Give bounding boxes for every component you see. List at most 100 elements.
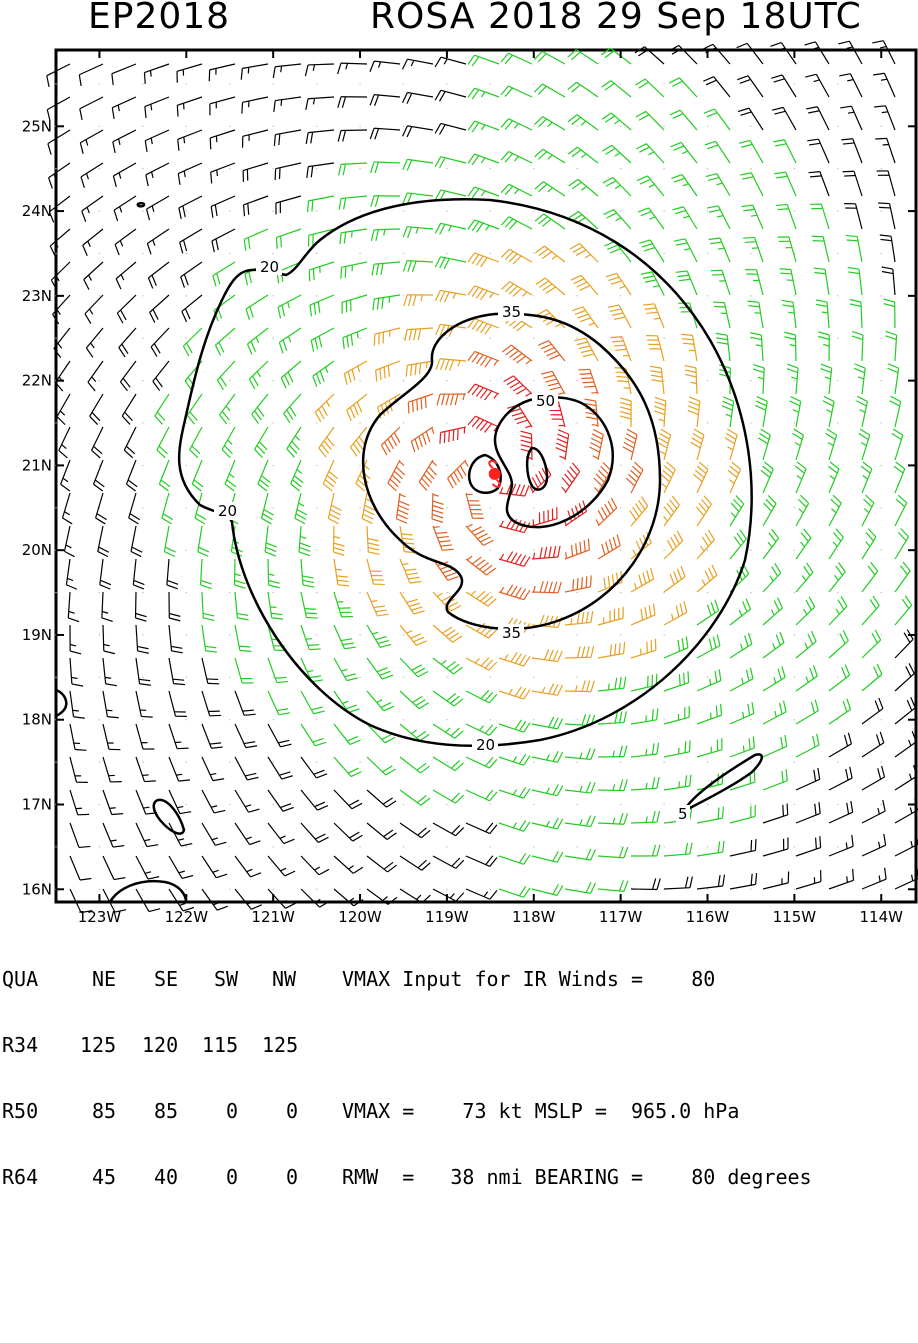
wind-barb xyxy=(367,757,396,775)
wind-barb xyxy=(499,886,530,897)
wind-barb xyxy=(693,462,707,493)
wind-barb xyxy=(157,427,169,458)
wind-barb xyxy=(70,757,88,782)
wind-barb xyxy=(436,290,466,302)
wind-barb xyxy=(796,870,821,889)
lon-label: 123W xyxy=(78,908,122,926)
wind-barb xyxy=(671,142,697,163)
wind-barb xyxy=(246,295,268,320)
contour-35kt xyxy=(363,314,660,629)
contour-sw-loop xyxy=(154,800,184,834)
wind-barb xyxy=(284,394,301,423)
wind-barb xyxy=(568,147,598,163)
wind-barb xyxy=(57,394,70,425)
wind-barb xyxy=(145,130,169,152)
wind-barb xyxy=(169,790,191,814)
wind-barb xyxy=(673,207,697,229)
wind-barb xyxy=(532,683,562,695)
wind-barb xyxy=(875,138,895,163)
wind-barb xyxy=(301,856,329,875)
wind-barb xyxy=(763,871,789,889)
lat-label: 22N xyxy=(22,372,52,390)
wind-barb xyxy=(235,592,249,620)
wind-barb xyxy=(440,427,466,444)
wind-barb xyxy=(367,658,393,679)
wind-barb xyxy=(862,732,884,757)
wind-barb xyxy=(697,875,725,889)
contour-label: 20 xyxy=(476,736,495,754)
wind-barb xyxy=(235,691,256,715)
wind-barb xyxy=(626,462,643,493)
wind-barb xyxy=(400,526,416,553)
wind-barb xyxy=(862,698,883,724)
wind-barb xyxy=(301,658,323,682)
wind-barb xyxy=(113,163,136,187)
wind-barb xyxy=(201,559,212,589)
wind-barb xyxy=(862,596,879,625)
wind-barb xyxy=(178,163,202,185)
wind-barb xyxy=(730,668,753,691)
wind-barb xyxy=(202,625,217,652)
wind-barb xyxy=(763,803,788,823)
wind-barb xyxy=(433,724,463,738)
wind-barb xyxy=(374,328,400,346)
wind-barb xyxy=(402,59,433,69)
wind-barb xyxy=(779,269,796,295)
cell-value: 125 xyxy=(80,1034,116,1056)
wind-barb xyxy=(278,295,301,318)
wind-barb xyxy=(631,811,660,823)
wind-barb xyxy=(606,273,631,295)
wind-barb xyxy=(435,223,466,234)
wind-barb xyxy=(341,262,367,279)
wind-barb xyxy=(244,229,268,251)
wind-barb xyxy=(136,625,149,653)
wind-barb xyxy=(730,633,752,658)
lat-label: 17N xyxy=(22,796,52,814)
wind-barb xyxy=(502,345,532,364)
wind-barb xyxy=(776,205,796,229)
wind-barb xyxy=(570,244,598,262)
wind-barb xyxy=(299,526,310,556)
wind-barb xyxy=(598,780,627,791)
wind-barb xyxy=(565,575,591,592)
wind-barb xyxy=(162,493,173,524)
wind-barb xyxy=(274,97,301,112)
wind-barb xyxy=(86,328,103,357)
wind-barb xyxy=(568,82,598,97)
wind-barb xyxy=(804,42,829,64)
wind-barb xyxy=(435,57,466,67)
cell-value: 0 xyxy=(226,1100,238,1122)
wind-barb xyxy=(433,526,454,550)
wind-barb xyxy=(706,174,730,196)
wind-barb xyxy=(131,526,142,557)
wind-barb xyxy=(258,460,270,491)
wind-barb xyxy=(730,805,755,823)
wind-barb xyxy=(697,635,720,658)
wind-barb xyxy=(468,351,499,367)
wind-barb xyxy=(895,629,913,658)
wind-barb xyxy=(153,361,169,391)
wind-barb xyxy=(598,677,626,691)
wind-barb xyxy=(70,823,90,847)
wind-barb xyxy=(334,559,349,586)
wind-barb xyxy=(400,691,429,709)
wind-barb xyxy=(829,630,848,658)
wind-barb xyxy=(638,208,664,229)
wind-barb xyxy=(705,141,730,163)
wind-barb xyxy=(501,119,532,130)
wind-barb xyxy=(243,163,268,182)
wind-barb xyxy=(895,529,909,559)
wind-barb xyxy=(806,107,829,130)
wind-barb xyxy=(501,184,532,196)
wind-barb xyxy=(301,592,318,618)
wind-barb xyxy=(826,429,837,460)
wind-barb xyxy=(691,429,704,460)
wind-barb xyxy=(598,813,628,824)
wind-barb xyxy=(763,701,786,724)
wind-barb xyxy=(763,735,787,757)
table-row: R50 85 85 0 0 VMAX = 73 kt MSLP = 965.0 … xyxy=(2,1100,50,1122)
wind-barb xyxy=(79,64,103,86)
wind-barb xyxy=(556,430,569,460)
wind-barb xyxy=(198,526,209,556)
